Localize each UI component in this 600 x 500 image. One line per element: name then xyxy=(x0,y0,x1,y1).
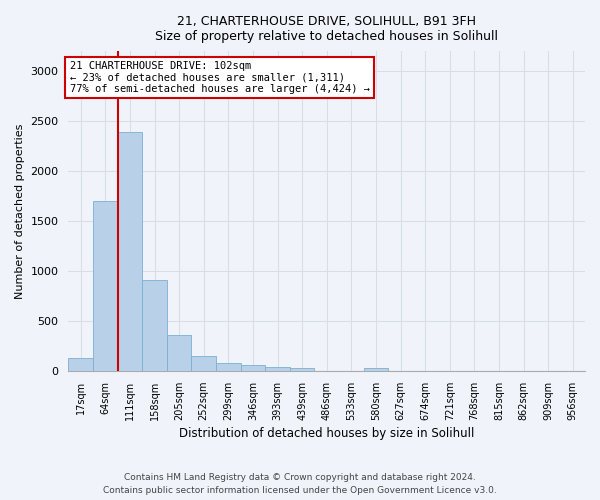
Bar xyxy=(68,358,93,371)
Title: 21, CHARTERHOUSE DRIVE, SOLIHULL, B91 3FH
Size of property relative to detached : 21, CHARTERHOUSE DRIVE, SOLIHULL, B91 3F… xyxy=(155,15,498,43)
Bar xyxy=(191,356,216,371)
Bar xyxy=(290,368,314,371)
Text: Contains HM Land Registry data © Crown copyright and database right 2024.
Contai: Contains HM Land Registry data © Crown c… xyxy=(103,473,497,495)
Text: 21 CHARTERHOUSE DRIVE: 102sqm
← 23% of detached houses are smaller (1,311)
77% o: 21 CHARTERHOUSE DRIVE: 102sqm ← 23% of d… xyxy=(70,61,370,94)
X-axis label: Distribution of detached houses by size in Solihull: Distribution of detached houses by size … xyxy=(179,427,475,440)
Bar xyxy=(167,335,191,371)
Bar xyxy=(142,280,167,371)
Y-axis label: Number of detached properties: Number of detached properties xyxy=(15,124,25,298)
Bar xyxy=(241,366,265,371)
Bar xyxy=(265,367,290,371)
Bar xyxy=(216,363,241,371)
Bar xyxy=(93,201,118,371)
Bar xyxy=(118,132,142,371)
Bar xyxy=(364,368,388,371)
